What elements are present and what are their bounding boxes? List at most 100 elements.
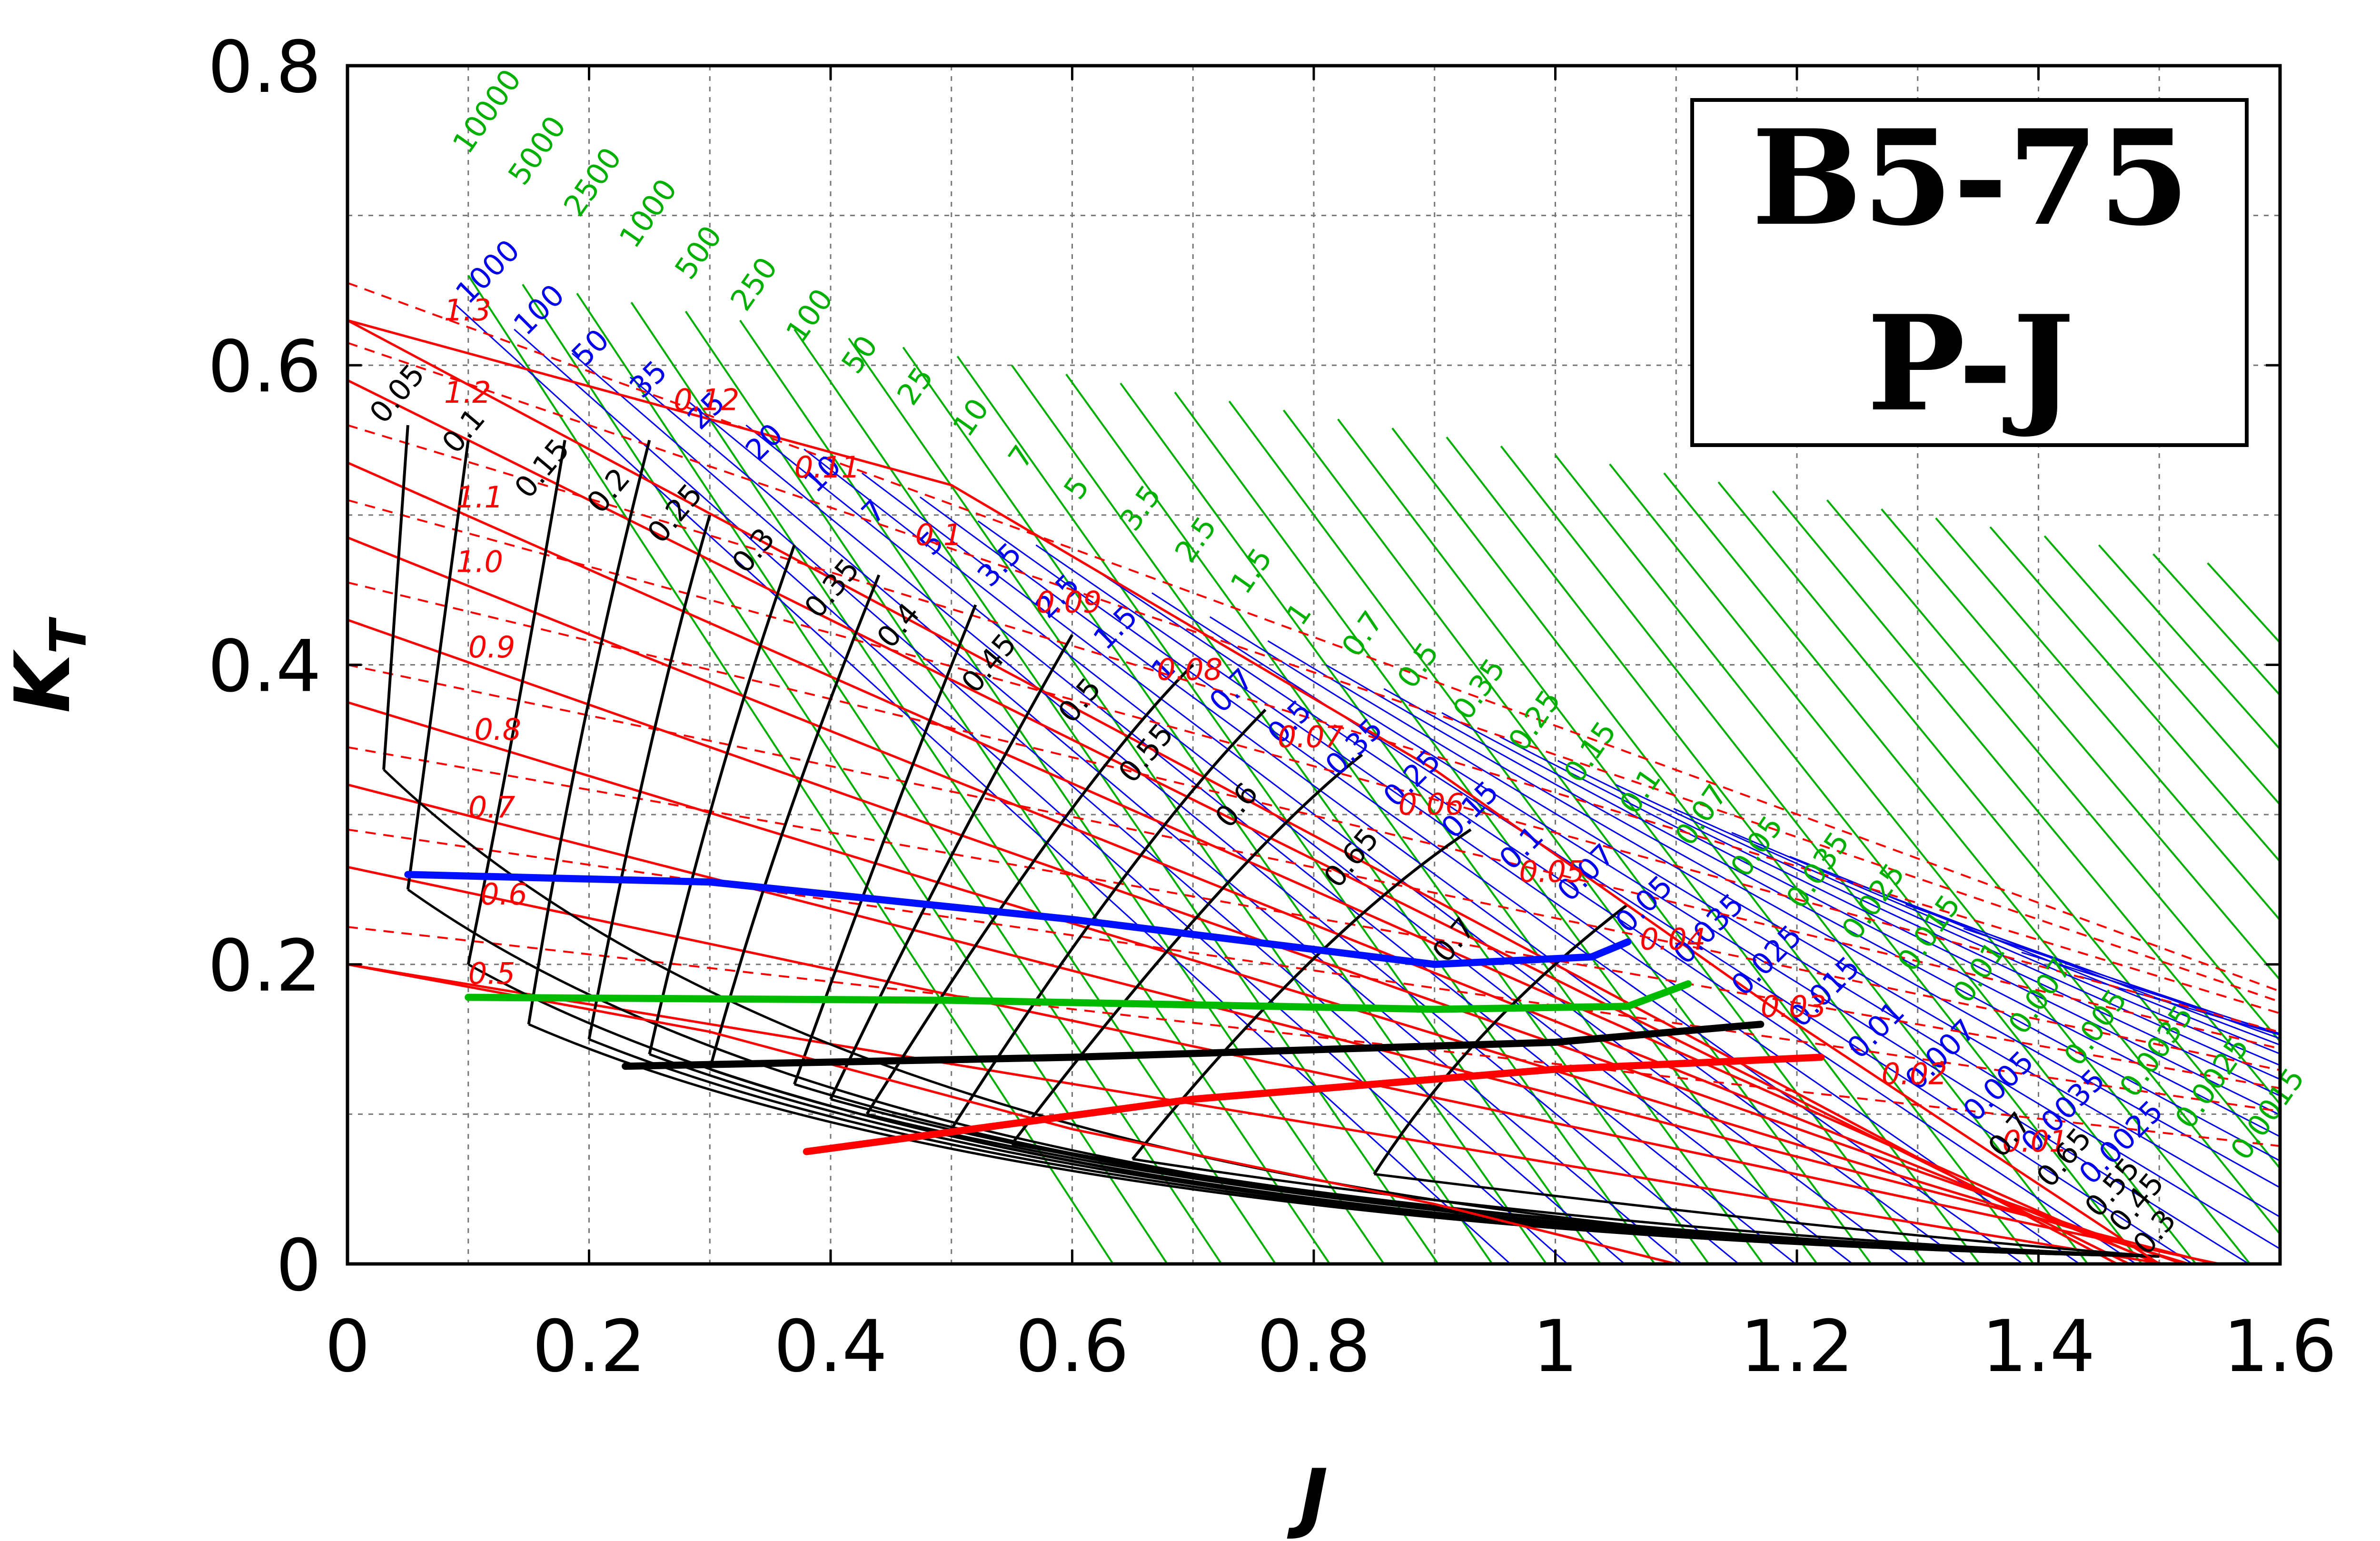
green-coef-line — [2207, 562, 2280, 645]
blue-coef-line — [2021, 952, 2280, 1034]
green-coef-line — [1174, 391, 1818, 1264]
efficiency-curve — [587, 515, 712, 1040]
efficiency-curve — [1011, 753, 1363, 1145]
pitch-line-label: 0.7 — [468, 790, 516, 825]
pitch-line — [347, 783, 2215, 1264]
blue-coef-line — [1615, 784, 2280, 1097]
green-coef-line — [793, 328, 1439, 1264]
x-tick-label: 0.8 — [1257, 1305, 1371, 1388]
efficiency-curve — [406, 440, 470, 890]
operating-line-red — [803, 1054, 1825, 1155]
pitch-line-label: 1.3 — [444, 293, 491, 328]
blue-coef-line — [1210, 616, 2251, 1264]
green-coef-line — [1935, 517, 2280, 922]
green-coef-line — [2098, 544, 2280, 751]
green-coef-line — [1011, 365, 1656, 1264]
pitch-line — [347, 701, 2189, 1264]
blue-coef-line — [572, 352, 1626, 1264]
blue-coef-line — [1673, 808, 2280, 1080]
green-coef-line — [2043, 535, 2280, 806]
efficiency-curve-lower — [1132, 1158, 2160, 1258]
green-coef-line — [1663, 472, 2280, 1236]
green-coef-label: 0.15 — [1557, 715, 1623, 789]
x-tick-label: 0.2 — [532, 1305, 646, 1388]
red-coef-label: 0.01 — [2002, 1124, 2068, 1159]
green-coef-line — [956, 356, 1602, 1264]
green-coef-line — [1065, 373, 1710, 1264]
green-coef-label: 0.7 — [1335, 605, 1390, 663]
red-coef-label: 0.09 — [1036, 585, 1101, 619]
green-coef-line — [1881, 508, 2280, 982]
green-coef-label: 0.25 — [1501, 684, 1567, 757]
blue-coef-line — [1093, 568, 2138, 1264]
pitch-line — [347, 536, 2162, 1264]
pitch-line-label: 0.9 — [468, 630, 516, 665]
blue-coef-line — [514, 328, 1569, 1264]
pitch-line-label: 1.0 — [456, 544, 503, 579]
green-coef-label: 7 — [1001, 439, 1040, 474]
green-coef-label: 250 — [724, 251, 784, 317]
green-coef-line — [1989, 526, 2280, 864]
efficiency-label: 0.1 — [435, 401, 492, 459]
blue-coef-label: 0.005 — [1956, 1044, 2041, 1128]
green-coef-line — [1826, 499, 2280, 1043]
operating-line-black — [622, 1021, 1765, 1070]
title-box-frame — [1690, 98, 2249, 447]
y-tick-label: 0.8 — [208, 26, 321, 109]
blue-coef-line — [1325, 664, 2280, 1218]
title-box: B5-75 P-J — [1690, 98, 2249, 447]
green-coef-label: 25 — [890, 360, 940, 411]
blue-coef-line — [803, 448, 1854, 1264]
green-coef-line — [1717, 481, 2280, 1170]
efficiency-curve — [793, 604, 977, 1085]
blue-coef-line — [745, 424, 1797, 1264]
pitch-line-label: 1.1 — [456, 480, 503, 515]
green-coef-label: 2.5 — [1168, 510, 1223, 569]
blue-coef-line — [977, 520, 2024, 1264]
efficiency-curve-lower — [1012, 1143, 2160, 1258]
green-coef-line — [1228, 400, 1873, 1264]
blue-coef-label: 20 — [739, 417, 790, 467]
pitch-line-dashed — [347, 424, 2280, 1014]
pitch-line — [347, 319, 2118, 1264]
pitch-line-dashed — [347, 581, 2280, 1050]
green-coef-label: 10000 — [446, 63, 528, 159]
red-coef-label: 0.05 — [1519, 855, 1585, 889]
y-axis-title-main: K — [0, 649, 87, 713]
efficiency-label: 0.15 — [507, 432, 576, 505]
green-coef-line — [1120, 382, 1765, 1264]
red-coef-label: 0.08 — [1157, 652, 1222, 687]
green-coef-line — [1772, 490, 2280, 1106]
efficiency-curve — [1373, 903, 1629, 1175]
pitch-line — [347, 461, 2158, 1264]
upper-envelope — [347, 319, 2160, 1264]
operating-line-green — [465, 980, 1692, 1013]
green-coef-label: 5000 — [501, 109, 573, 191]
pitch-line-dashed — [347, 499, 2280, 1034]
x-tick-label: 0.4 — [774, 1305, 888, 1388]
svg-text:KT: KT — [0, 616, 98, 713]
pitch-line-label: 0.5 — [468, 956, 516, 991]
green-coef-label: 500 — [668, 219, 729, 286]
pitch-line-label: 1.2 — [444, 375, 491, 410]
pitch-line — [347, 963, 2164, 1264]
green-coef-line — [1609, 463, 2251, 1264]
efficiency-curve — [466, 440, 566, 965]
green-coef-label: 3.5 — [1112, 479, 1168, 537]
red-coef-label: 0.02 — [1882, 1056, 1947, 1091]
red-coef-label: 0.04 — [1640, 922, 1706, 956]
operating-line-blue — [404, 871, 1632, 968]
red-coef-label: 0.03 — [1761, 989, 1826, 1024]
y-tick-label: 0.2 — [208, 925, 321, 1008]
green-coef-label: 0.1 — [1612, 762, 1667, 820]
green-coef-line — [2152, 553, 2280, 697]
x-tick-label: 0.6 — [1015, 1305, 1129, 1388]
pitch-line — [347, 865, 2220, 1264]
green-coef-line — [1283, 409, 1927, 1264]
x-tick-label: 1.4 — [1982, 1305, 2095, 1388]
plot-area — [347, 275, 2280, 1264]
y-tick-label: 0.6 — [208, 326, 321, 408]
y-tick-label: 0 — [276, 1224, 321, 1307]
efficiency-label: 0.25 — [640, 477, 709, 550]
blue-coef-line — [687, 400, 1740, 1264]
